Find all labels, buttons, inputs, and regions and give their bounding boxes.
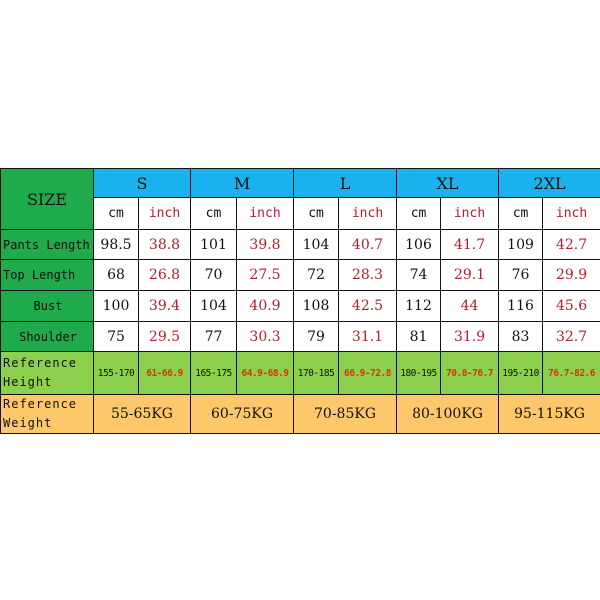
unit-cm: cm bbox=[396, 197, 442, 230]
size-chart-table: SIZE S M L XL 2XL cm inch cm inch cm inch cm in… bbox=[0, 168, 600, 434]
reference-weight-row: Reference Weight 55-65KG 60-75KG 70-85KG 80-… bbox=[0, 394, 600, 434]
cm-value: 77 bbox=[190, 321, 237, 352]
inch-value: 32.7 bbox=[542, 321, 600, 352]
unit-inch: inch bbox=[235, 197, 295, 230]
size-2xl-header: 2XL bbox=[498, 168, 600, 198]
cm-value: 106 bbox=[396, 229, 442, 260]
measure-row: Shoulder 75 29.5 77 30.3 79 31.1 81 31.9 83 32.7 bbox=[0, 321, 600, 352]
inch-value: 27.5 bbox=[235, 259, 295, 291]
inch-value: 39.8 bbox=[235, 229, 295, 260]
row-label: Reference Weight bbox=[0, 394, 94, 434]
weight-value: 55-65KG bbox=[93, 394, 191, 434]
unit-cm: cm bbox=[190, 197, 237, 230]
inch-value: 28.3 bbox=[338, 259, 398, 291]
cm-value: 83 bbox=[498, 321, 544, 352]
weight-value: 80-100KG bbox=[396, 394, 500, 434]
inch-value: 42.5 bbox=[338, 290, 398, 322]
unit-cm: cm bbox=[498, 197, 544, 230]
inch-value: 38.8 bbox=[138, 229, 191, 260]
weight-value: 95-115KG bbox=[498, 394, 600, 434]
cm-value: 75 bbox=[93, 321, 139, 352]
size-header-row: SIZE S M L XL 2XL bbox=[0, 168, 600, 230]
height-value: 155-170 bbox=[93, 351, 139, 395]
unit-inch: inch bbox=[338, 197, 398, 230]
size-s-header: S bbox=[93, 168, 191, 198]
inch-value: 29.1 bbox=[440, 259, 500, 291]
unit-row: cm inch cm inch cm inch cm inch cm inch bbox=[1, 197, 600, 230]
weight-value: 70-85KG bbox=[293, 394, 398, 434]
inch-value: 31.9 bbox=[440, 321, 500, 352]
cm-value: 81 bbox=[396, 321, 442, 352]
inch-value: 39.4 bbox=[138, 290, 191, 322]
inch-value: 29.5 bbox=[138, 321, 191, 352]
row-label: Shoulder bbox=[0, 321, 94, 352]
cm-value: 70 bbox=[190, 259, 237, 291]
cm-value: 101 bbox=[190, 229, 237, 260]
inch-value: 42.7 bbox=[542, 229, 600, 260]
height-value: 195-210 bbox=[498, 351, 544, 395]
reference-height-row: Reference Height 155-170 61-66.9 165-175 64.… bbox=[0, 351, 600, 395]
inch-value: 40.7 bbox=[338, 229, 398, 260]
inch-value: 45.6 bbox=[542, 290, 600, 322]
cm-value: 104 bbox=[190, 290, 237, 322]
unit-cm: cm bbox=[293, 197, 340, 230]
inch-value: 30.3 bbox=[235, 321, 295, 352]
cm-value: 76 bbox=[498, 259, 544, 291]
cm-value: 112 bbox=[396, 290, 442, 322]
size-m-header: M bbox=[189, 168, 295, 198]
height-value: 170-185 bbox=[293, 351, 340, 395]
cm-value: 68 bbox=[93, 259, 139, 291]
measure-row: Pants Length 98.5 38.8 101 39.8 104 40.7 106 41.… bbox=[0, 229, 600, 260]
height-value: 66.9-72.8 bbox=[338, 351, 398, 395]
row-label: Bust bbox=[0, 290, 94, 322]
inch-value: 29.9 bbox=[542, 259, 600, 291]
row-label: Pants Length bbox=[0, 229, 94, 260]
cm-value: 74 bbox=[396, 259, 442, 291]
cm-value: 100 bbox=[93, 290, 139, 322]
inch-value: 31.1 bbox=[338, 321, 398, 352]
size-label: SIZE bbox=[0, 168, 94, 230]
cm-value: 98.5 bbox=[93, 229, 139, 260]
height-value: 61-66.9 bbox=[138, 351, 191, 395]
cm-value: 109 bbox=[498, 229, 544, 260]
cm-value: 108 bbox=[293, 290, 340, 322]
height-value: 64.9-68.9 bbox=[235, 351, 295, 395]
height-value: 165-175 bbox=[190, 351, 237, 395]
cm-value: 79 bbox=[293, 321, 340, 352]
inch-value: 40.9 bbox=[235, 290, 295, 322]
cm-value: 104 bbox=[293, 229, 340, 260]
unit-cm: cm bbox=[93, 197, 139, 230]
inch-value: 41.7 bbox=[440, 229, 500, 260]
weight-value: 60-75KG bbox=[189, 394, 295, 434]
cm-value: 116 bbox=[498, 290, 544, 322]
unit-inch: inch bbox=[138, 197, 191, 230]
measure-row: Top Length 68 26.8 70 27.5 72 28.3 74 29.1 76 29.9 bbox=[0, 259, 600, 291]
inch-value: 44 bbox=[440, 290, 500, 322]
height-value: 180-195 bbox=[396, 351, 442, 395]
size-xl-header: XL bbox=[396, 168, 500, 198]
unit-inch: inch bbox=[440, 197, 500, 230]
unit-inch: inch bbox=[542, 197, 600, 230]
size-l-header: L bbox=[293, 168, 398, 198]
height-value: 70.8-76.7 bbox=[440, 351, 500, 395]
height-value: 76.7-82.6 bbox=[542, 351, 600, 395]
cm-value: 72 bbox=[293, 259, 340, 291]
measure-row: Bust 100 39.4 104 40.9 108 42.5 112 44 116 45.6 bbox=[0, 290, 600, 322]
row-label: Top Length bbox=[0, 259, 94, 291]
row-label: Reference Height bbox=[0, 351, 94, 395]
inch-value: 26.8 bbox=[138, 259, 191, 291]
